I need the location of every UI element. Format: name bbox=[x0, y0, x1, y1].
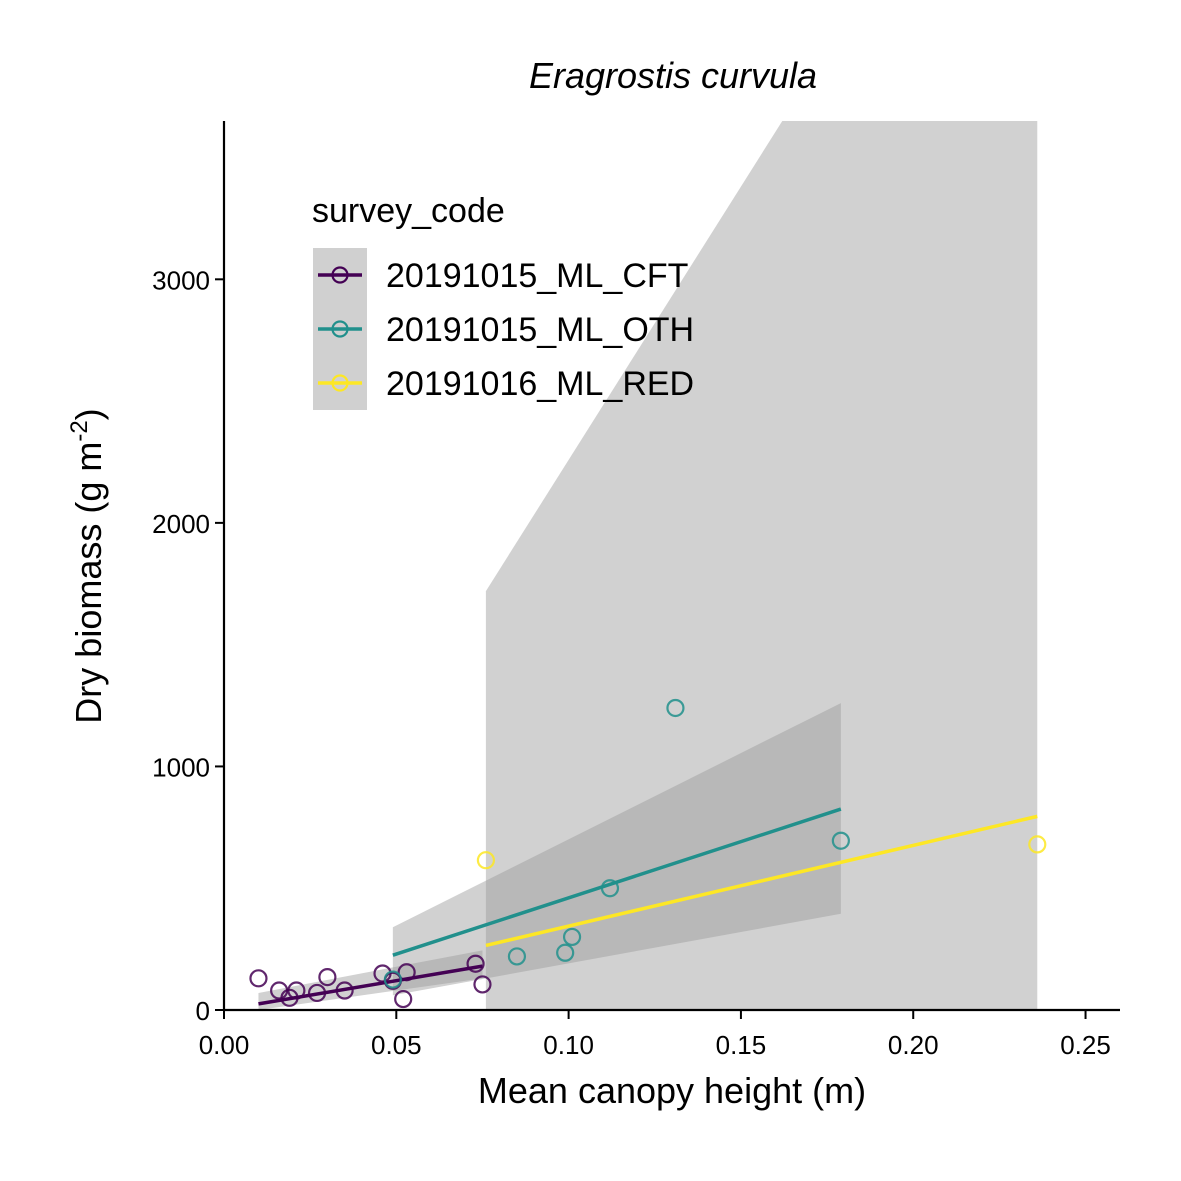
data-point bbox=[466, 954, 485, 973]
y-tick-label: 3000 bbox=[152, 265, 210, 295]
data-point bbox=[383, 970, 402, 989]
ci-band-20191016_ML_RED bbox=[485, 121, 1038, 1010]
y-axis-ticks: 0 1000 2000 3000 bbox=[152, 265, 224, 1026]
y-tick-label: 0 bbox=[196, 996, 210, 1026]
fit-line-20191016_ML_RED bbox=[485, 814, 1038, 948]
fit-line-20191015_ML_OTH bbox=[392, 807, 842, 957]
data-point bbox=[473, 975, 492, 994]
x-tick-label: 0.00 bbox=[199, 1030, 250, 1060]
data-point bbox=[287, 981, 306, 1000]
x-tick-label: 0.20 bbox=[888, 1030, 939, 1060]
ci-band-20191015_ML_OTH bbox=[392, 703, 841, 996]
y-tick-label: 1000 bbox=[152, 752, 210, 782]
data-point bbox=[507, 947, 527, 966]
x-tick-label: 0.15 bbox=[716, 1030, 767, 1060]
data-point bbox=[318, 968, 337, 987]
data-point bbox=[666, 698, 685, 718]
legend-label: 20191015_ML_OTH bbox=[386, 311, 694, 349]
x-axis-ticks: 0.00 0.05 0.10 0.15 0.20 0.25 bbox=[199, 1010, 1111, 1060]
legend-key-point bbox=[331, 320, 349, 338]
data-point bbox=[249, 969, 268, 988]
axes bbox=[222, 121, 1120, 1012]
x-tick-label: 0.25 bbox=[1060, 1030, 1111, 1060]
legend-label: 20191016_ML_RED bbox=[386, 365, 694, 403]
legend-key-point bbox=[331, 374, 349, 392]
data-point bbox=[1028, 835, 1047, 854]
x-tick-label: 0.10 bbox=[543, 1030, 594, 1060]
data-point bbox=[307, 983, 327, 1003]
data-point bbox=[831, 831, 850, 850]
data-point bbox=[335, 981, 354, 1000]
y-axis-title: Dry biomass (g m-2) bbox=[66, 408, 109, 723]
data-point bbox=[397, 963, 416, 982]
data-points bbox=[249, 698, 1047, 1009]
confidence-bands bbox=[258, 121, 1038, 1010]
y-axis-title-superscript: -2 bbox=[66, 420, 93, 441]
legend-key-point bbox=[331, 266, 349, 284]
y-axis-title-main: Dry biomass (g m bbox=[68, 442, 109, 724]
data-point bbox=[600, 879, 620, 898]
legend-label: 20191015_ML_CFT bbox=[386, 257, 688, 295]
legend: survey_code 20191015_ML_CFT 20191015_ML_O… bbox=[312, 192, 694, 410]
x-axis-title: Mean canopy height (m) bbox=[478, 1070, 866, 1111]
x-tick-label: 0.05 bbox=[371, 1030, 422, 1060]
data-point bbox=[476, 851, 496, 870]
data-point bbox=[394, 989, 413, 1009]
y-tick-label: 2000 bbox=[152, 509, 210, 539]
data-point bbox=[556, 943, 575, 962]
chart-title: Eragrostis curvula bbox=[529, 55, 817, 96]
data-point bbox=[562, 927, 582, 947]
legend-title: survey_code bbox=[312, 192, 505, 230]
y-axis-title-suffix: ) bbox=[68, 408, 109, 420]
